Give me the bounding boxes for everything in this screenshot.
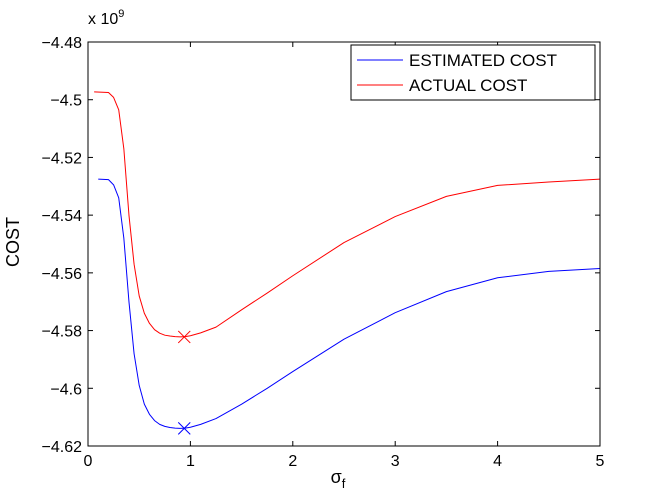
legend-label-actual-cost: ACTUAL COST xyxy=(409,76,527,95)
min-marker-actual-cost xyxy=(177,330,191,344)
x-axis-label: σf xyxy=(331,467,346,491)
tick-layer: 0 1 2 3 4 5 −4.48 −4.5 −4.52 −4.54 −4.56 −4.58 −4.6 −… xyxy=(42,35,605,470)
series-line-estimated-cost xyxy=(98,178,601,429)
x-tick-label: 5 xyxy=(596,453,605,470)
axes-box xyxy=(87,41,601,447)
legend: ESTIMATED COST ACTUAL COST xyxy=(350,44,596,101)
x-tick-label: 1 xyxy=(186,453,195,470)
x-tick-label: 4 xyxy=(493,453,502,470)
x-tick-label: 2 xyxy=(288,453,297,470)
x-tick-label: 3 xyxy=(391,453,400,470)
y-tick-label: −4.58 xyxy=(42,324,83,341)
legend-box xyxy=(350,44,596,101)
x-tick-label: 0 xyxy=(84,453,93,470)
y-tick-label: −4.54 xyxy=(42,208,83,225)
y-tick-label: −4.6 xyxy=(50,381,82,398)
series-layer xyxy=(94,91,601,429)
y-tick-label: −4.48 xyxy=(42,35,83,52)
y-axis-label: COST xyxy=(3,217,23,267)
y-tick-label: −4.62 xyxy=(42,439,83,456)
y-tick-label: −4.56 xyxy=(42,266,83,283)
marker-layer xyxy=(177,330,191,435)
min-marker-estimated-cost xyxy=(177,422,191,435)
y-tick-label: −4.5 xyxy=(50,93,82,110)
y-exponent-label: x 109 xyxy=(88,8,124,28)
y-tick-label: −4.52 xyxy=(42,150,83,167)
legend-label-estimated-cost: ESTIMATED COST xyxy=(409,51,557,70)
series-line-actual-cost xyxy=(94,91,601,338)
